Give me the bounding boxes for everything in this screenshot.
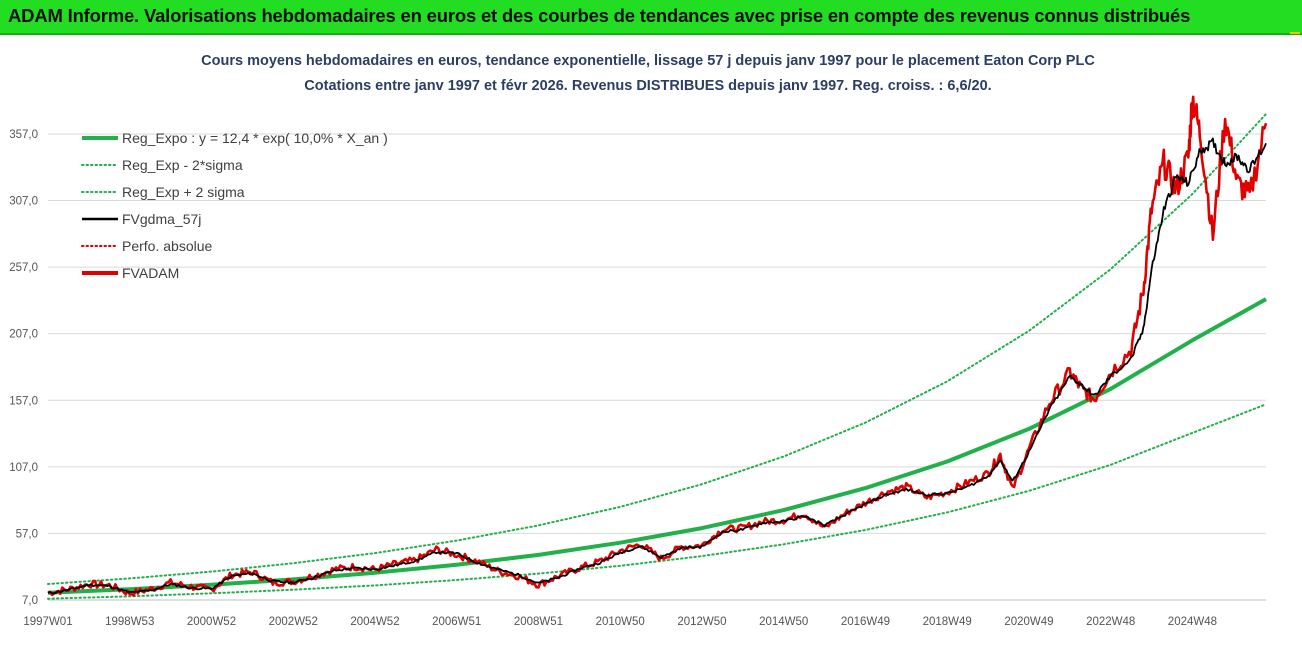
x-tick-label: 2002W52 xyxy=(269,616,318,628)
x-tick-label: 2016W49 xyxy=(841,616,890,628)
chart-title-line-2: Cotations entre janv 1997 et févr 2026. … xyxy=(304,78,991,94)
x-tick-label: 2000W52 xyxy=(187,616,236,628)
x-tick-label: 2014W50 xyxy=(759,616,808,628)
y-tick-label: 57,0 xyxy=(16,528,38,540)
x-tick-label: 1998W53 xyxy=(105,616,154,628)
x-axis-ticks: 1997W01 1998W53 2000W52 2002W52 2004W52 2006W… xyxy=(23,599,1266,628)
x-tick-label: 1997W01 xyxy=(23,616,72,628)
gridlines xyxy=(48,133,1266,601)
legend-label: Reg_Expo : y = 12,4 * exp( 10,0% * X_an … xyxy=(122,130,388,146)
corner-marker xyxy=(1290,32,1300,34)
series-lines xyxy=(47,95,1268,600)
x-tick-label: 2024W48 xyxy=(1168,616,1217,628)
legend-label: FVgdma_57j xyxy=(122,211,201,227)
x-tick-label: 2022W48 xyxy=(1086,616,1135,628)
y-tick-label: 107,0 xyxy=(9,462,38,474)
x-tick-label: 2004W52 xyxy=(350,616,399,628)
x-tick-label: 2006W51 xyxy=(432,616,481,628)
x-tick-label: 2020W49 xyxy=(1004,616,1053,628)
series-line-4 xyxy=(47,95,1268,597)
y-tick-label: 257,0 xyxy=(9,262,38,274)
report-title: ADAM Informe. Valorisations hebdomadaire… xyxy=(8,5,1191,26)
legend-label: Reg_Exp + 2 sigma xyxy=(122,184,245,200)
legend-label: Reg_Exp - 2*sigma xyxy=(122,157,243,173)
x-tick-label: 2012W50 xyxy=(677,616,726,628)
y-tick-label: 207,0 xyxy=(9,329,38,341)
chart-title-line-1: Cours moyens hebdomadaires en euros, ten… xyxy=(201,53,1095,69)
y-tick-label: 157,0 xyxy=(9,395,38,407)
y-tick-label: 357,0 xyxy=(9,129,38,141)
series-line-2 xyxy=(47,113,1267,585)
y-axis-ticks: 7,0 57,0 107,0 157,0 207,0 257,0 307,0 357,0 xyxy=(9,129,38,607)
series-line-0 xyxy=(47,297,1267,595)
chart-svg: Cours moyens hebdomadaires en euros, ten… xyxy=(9,53,1268,628)
chart-titles: Cours moyens hebdomadaires en euros, ten… xyxy=(201,53,1095,94)
legend: Reg_Expo : y = 12,4 * exp( 10,0% * X_an … xyxy=(81,130,388,281)
x-tick-label: 2018W49 xyxy=(923,616,972,628)
report-header: ADAM Informe. Valorisations hebdomadaire… xyxy=(0,0,1302,35)
legend-label: Perfo. absolue xyxy=(122,238,212,254)
series-line-1 xyxy=(47,403,1267,600)
y-tick-label: 7,0 xyxy=(22,595,38,607)
y-tick-label: 307,0 xyxy=(9,196,38,208)
x-tick-label: 2010W50 xyxy=(596,616,645,628)
x-tick-label: 2008W51 xyxy=(514,616,563,628)
series-line-3 xyxy=(47,137,1267,595)
legend-label: FVADAM xyxy=(122,265,179,281)
